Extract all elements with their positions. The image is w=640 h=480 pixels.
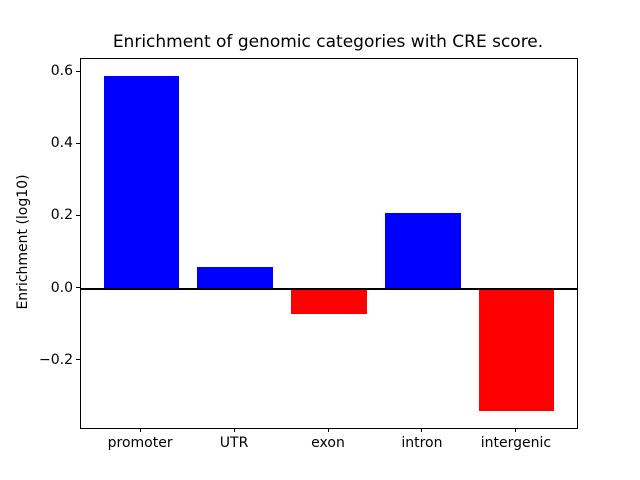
bar-UTR [197,266,273,289]
bar-intergenic [479,288,555,412]
x-tick-label-exon: exon [311,435,345,451]
x-tick-mark [233,428,235,432]
chart-title: Enrichment of genomic categories with CR… [112,32,544,52]
y-tick-mark [76,214,80,216]
y-tick-mark [76,287,80,289]
x-tick-label-UTR: UTR [219,435,249,451]
bar-intron [385,212,461,289]
bar-exon [291,288,367,314]
y-tick-label: 0.0 [50,279,73,296]
x-tick-label-intron: intron [401,435,443,451]
x-tick-mark [515,428,517,432]
y-tick-label: 0.4 [50,135,73,152]
y-tick-label: −0.2 [39,351,73,368]
y-tick-mark [76,359,80,361]
y-tick-label: 0.2 [50,207,73,224]
y-tick-mark [76,70,80,72]
x-tick-mark [139,428,141,432]
x-tick-label-promoter: promoter [107,435,173,451]
bar-promoter [103,75,179,289]
y-tick-mark [76,142,80,144]
y-tick-label: 0.6 [50,63,73,80]
x-tick-mark [421,428,423,432]
x-tick-mark [327,428,329,432]
plot-area [80,58,578,429]
x-tick-label-intergenic: intergenic [480,435,552,451]
zero-line [81,287,577,290]
